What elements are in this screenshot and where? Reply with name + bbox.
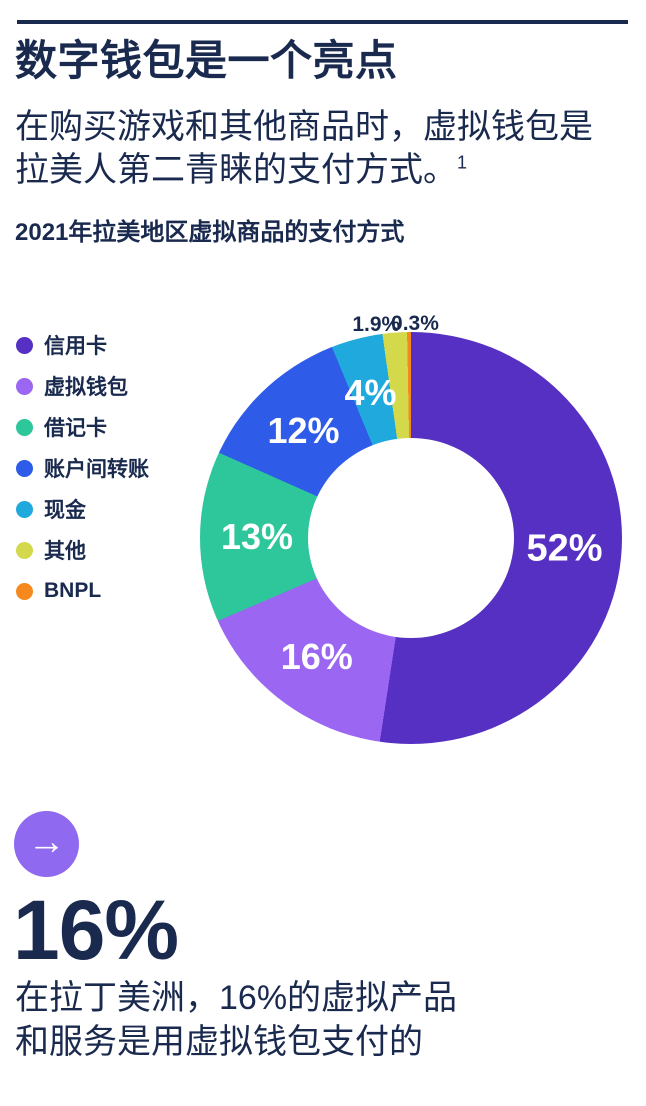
page-subtitle: 在购买游戏和其他商品时，虚拟钱包是 拉美人第二青睐的支付方式。1 <box>15 106 593 192</box>
footnote-marker: 1 <box>457 152 468 173</box>
legend-dot-icon <box>16 582 33 600</box>
legend-label: 信用卡 <box>44 335 107 358</box>
legend-item-6: BNPL <box>16 579 149 603</box>
legend-item-4: 现金 <box>16 497 149 522</box>
donut-chart: 信用卡虚拟钱包借记卡账户间转账现金其他 BNPL 52% 16% 13% 12% 4% 1.… <box>0 310 646 795</box>
chart-title: 2021年拉美地区虚拟商品的支付方式 <box>15 219 405 246</box>
slice-label-1: 16% <box>280 635 353 677</box>
legend-label: 其他 <box>44 540 86 563</box>
arrow-circle-icon: → <box>14 811 79 877</box>
legend-item-2: 借记卡 <box>16 415 149 440</box>
slice-label-5: 1.9% <box>352 312 401 336</box>
legend-dot-icon <box>16 541 33 559</box>
slice-label-3: 12% <box>267 409 340 451</box>
legend-item-1: 虚拟钱包 <box>16 374 149 399</box>
highlight-stat: 16% <box>13 883 179 977</box>
legend-item-0: 信用卡 <box>16 333 149 358</box>
slice-label-6: 0.3% <box>391 312 439 336</box>
callout-line-1: 在拉丁美洲，16%的虚拟产品 <box>15 979 458 1017</box>
slice-label-4: 4% <box>344 372 397 414</box>
legend-label: 账户间转账 <box>44 458 149 481</box>
subtitle-line-2: 拉美人第二青睐的支付方式。 <box>15 151 457 189</box>
donut-ring: 52% 16% 13% 12% 4% 1.9% 0.3% <box>200 312 622 744</box>
legend-dot-icon <box>16 459 33 477</box>
legend-dot-icon <box>16 418 33 436</box>
legend-label: 借记卡 <box>44 417 107 440</box>
chart-legend: 信用卡虚拟钱包借记卡账户间转账现金其他 BNPL <box>16 333 149 620</box>
legend-dot-icon <box>16 377 33 395</box>
legend-label: 虚拟钱包 <box>44 376 128 399</box>
legend-item-5: 其他 <box>16 538 149 563</box>
legend-dot-icon <box>16 336 33 354</box>
legend-item-3: 账户间转账 <box>16 456 149 481</box>
top-divider <box>17 20 628 24</box>
page-title: 数字钱包是一个亮点 <box>15 37 398 84</box>
slice-label-2: 13% <box>220 516 294 558</box>
donut-hole <box>308 438 514 638</box>
right-arrow-icon: → <box>27 821 66 863</box>
subtitle-line-1: 在购买游戏和其他商品时，虚拟钱包是 <box>15 108 593 146</box>
callout-text: 在拉丁美洲，16%的虚拟产品 和服务是用虚拟钱包支付的 <box>15 976 457 1064</box>
legend-label: 现金 <box>44 499 86 522</box>
slice-label-0: 52% <box>526 527 603 570</box>
legend-dot-icon <box>16 500 33 518</box>
callout-line-2: 和服务是用虚拟钱包支付的 <box>15 1023 423 1061</box>
legend-label: BNPL <box>44 579 102 602</box>
